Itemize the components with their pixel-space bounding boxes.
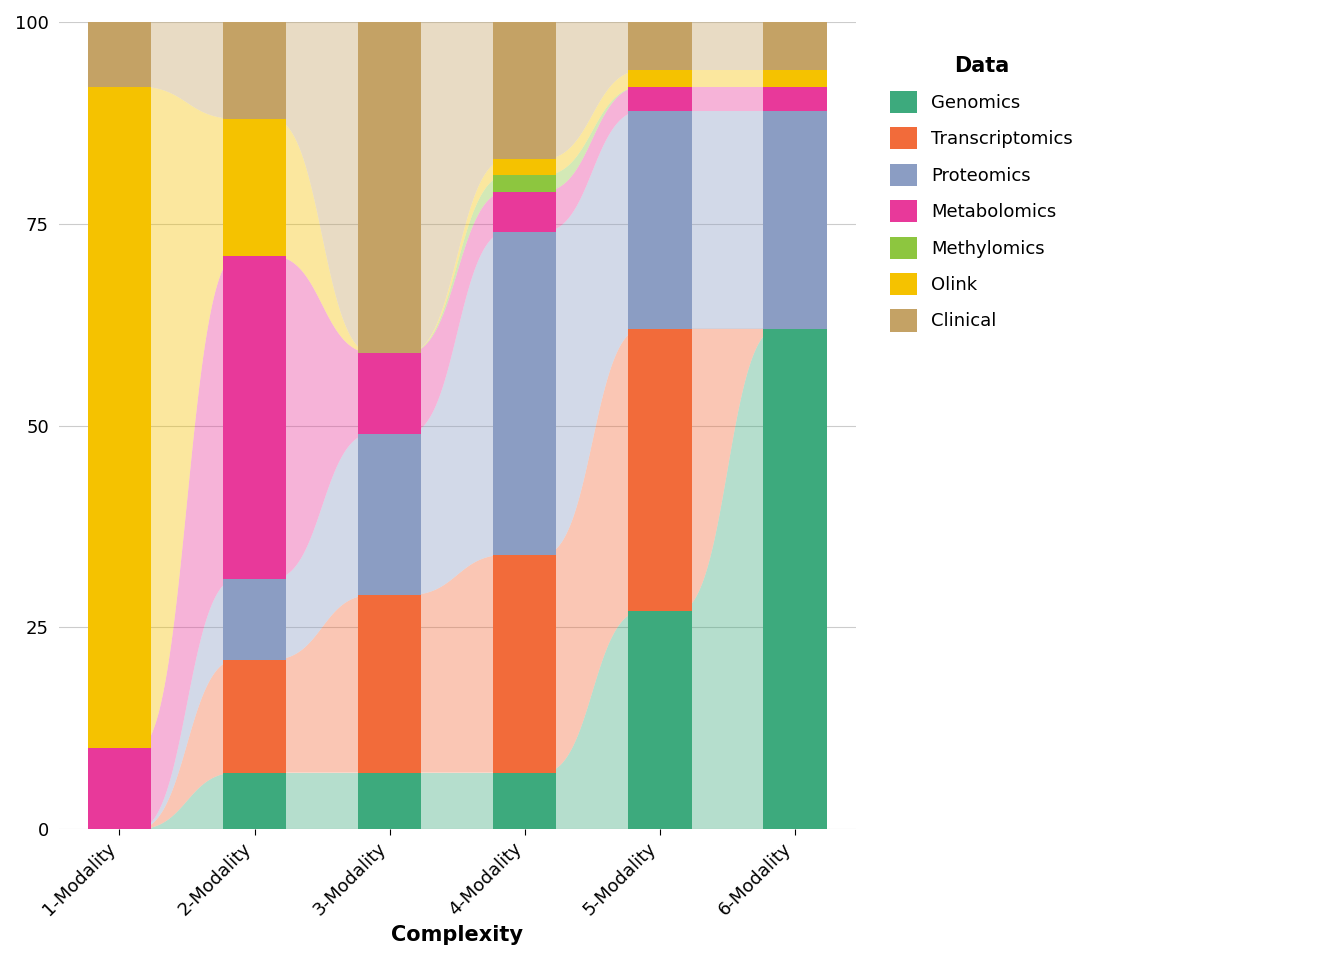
Polygon shape — [679, 70, 777, 86]
Polygon shape — [543, 110, 641, 555]
Polygon shape — [273, 434, 371, 660]
Polygon shape — [409, 22, 507, 353]
Polygon shape — [138, 773, 237, 829]
Bar — [223, 660, 286, 773]
Bar — [629, 86, 692, 110]
Polygon shape — [543, 328, 641, 773]
Polygon shape — [679, 328, 777, 612]
Polygon shape — [543, 86, 641, 232]
Bar — [223, 773, 286, 829]
Bar — [223, 119, 286, 256]
Legend: Genomics, Transcriptomics, Proteomics, Metabolomics, Methylomics, Olink, Clinica: Genomics, Transcriptomics, Proteomics, M… — [880, 47, 1082, 341]
Polygon shape — [138, 86, 237, 749]
Polygon shape — [273, 256, 371, 579]
Polygon shape — [409, 555, 507, 773]
Bar — [763, 70, 827, 86]
Bar — [493, 159, 556, 176]
Polygon shape — [679, 110, 777, 328]
Bar — [629, 110, 692, 328]
Bar — [763, 328, 827, 829]
Bar — [763, 22, 827, 70]
Polygon shape — [543, 86, 641, 191]
Polygon shape — [138, 22, 237, 119]
Bar — [223, 256, 286, 579]
Polygon shape — [679, 328, 777, 829]
Polygon shape — [409, 773, 507, 829]
Polygon shape — [543, 22, 641, 159]
Bar — [763, 86, 827, 110]
Polygon shape — [138, 660, 237, 829]
Polygon shape — [543, 70, 641, 176]
Bar — [223, 22, 286, 119]
Polygon shape — [679, 22, 777, 70]
Bar — [629, 328, 692, 612]
Bar — [763, 110, 827, 328]
Bar — [493, 176, 556, 191]
Polygon shape — [273, 119, 371, 353]
Polygon shape — [273, 773, 371, 829]
Polygon shape — [543, 612, 641, 829]
Bar — [493, 555, 556, 773]
Polygon shape — [273, 22, 371, 353]
Bar — [358, 595, 421, 773]
Polygon shape — [409, 159, 507, 353]
Bar — [87, 22, 151, 86]
Bar — [629, 22, 692, 70]
Polygon shape — [273, 595, 371, 773]
Bar — [493, 232, 556, 555]
Bar — [629, 70, 692, 86]
Bar — [493, 22, 556, 159]
Bar — [358, 773, 421, 829]
Bar — [493, 773, 556, 829]
Polygon shape — [409, 232, 507, 595]
Bar — [629, 612, 692, 829]
Polygon shape — [138, 579, 237, 829]
Polygon shape — [138, 256, 237, 829]
Bar — [87, 86, 151, 749]
Bar — [493, 191, 556, 232]
Polygon shape — [679, 86, 777, 110]
Bar — [223, 579, 286, 660]
Bar — [358, 434, 421, 595]
Bar — [358, 22, 421, 353]
X-axis label: Complexity: Complexity — [391, 925, 523, 945]
Bar — [358, 353, 421, 434]
Polygon shape — [409, 176, 507, 353]
Bar — [87, 749, 151, 829]
Polygon shape — [409, 191, 507, 434]
